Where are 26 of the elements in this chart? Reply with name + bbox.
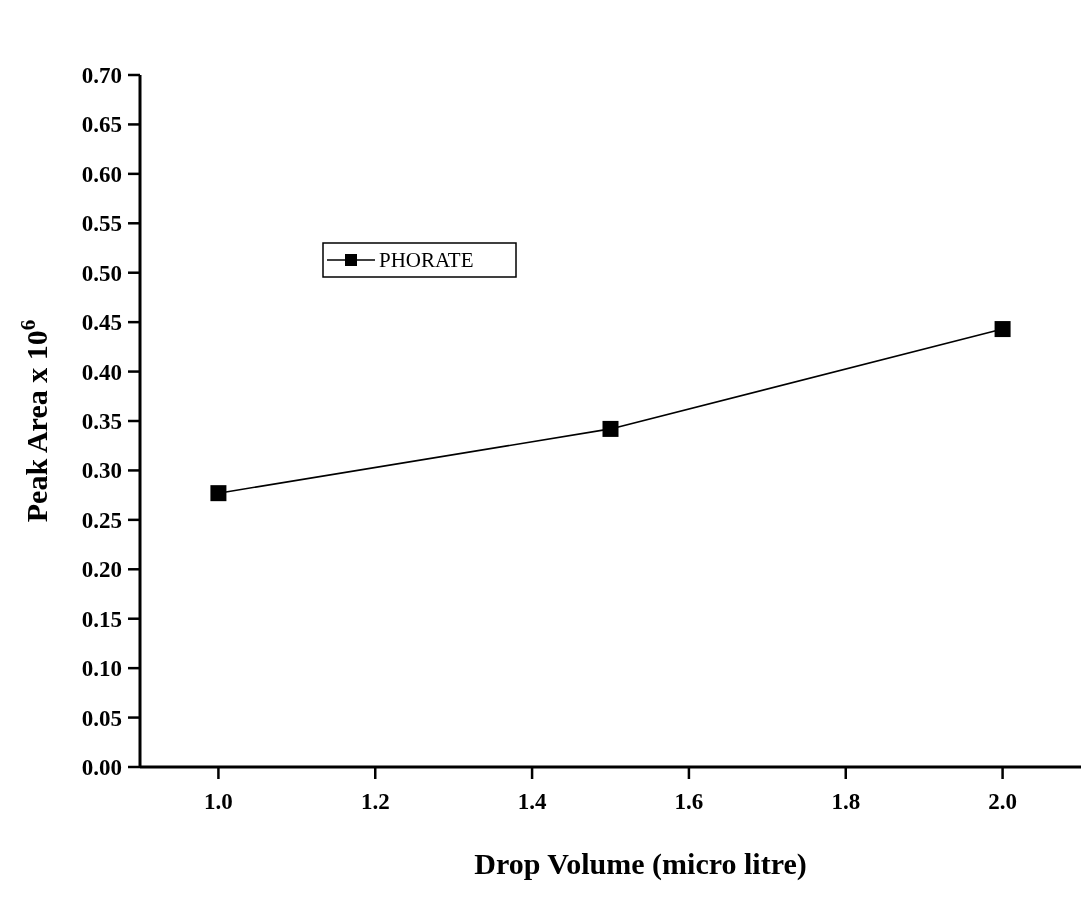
y-tick-label: 0.10 [81, 656, 122, 682]
y-tick-label: 0.20 [81, 557, 122, 583]
x-tick-label: 2.0 [988, 789, 1017, 814]
y-tick-label: 0.40 [81, 359, 122, 385]
y-tick-label: 0.45 [81, 310, 122, 336]
y-tick-label: 0.35 [81, 409, 122, 435]
y-tick-label: 0.05 [81, 705, 122, 731]
y-tick-label: 0.65 [81, 112, 122, 138]
x-tick-label: 1.0 [204, 789, 233, 814]
y-tick-label: 0.25 [81, 507, 122, 533]
point [210, 485, 227, 502]
x-axis-title: Drop Volume (micro litre) [474, 847, 807, 881]
y-tick-label: 0.00 [81, 755, 122, 781]
y-tick-label: 0.50 [81, 260, 122, 286]
y-tick-label: 0.30 [81, 458, 122, 484]
point [994, 321, 1011, 338]
x-tick-label: 1.2 [360, 789, 390, 814]
y-tick-label: 0.70 [81, 63, 122, 89]
x-tick-label: 1.8 [831, 789, 861, 814]
y-tick-label: 0.60 [81, 161, 122, 187]
y-tick-label: 0.15 [81, 606, 122, 632]
legend-label: PHORATE [379, 248, 474, 273]
y-tick-label: 0.55 [81, 211, 122, 237]
point [602, 420, 619, 437]
x-tick-label: 1.6 [674, 789, 704, 814]
x-tick-label: 1.4 [517, 789, 547, 814]
